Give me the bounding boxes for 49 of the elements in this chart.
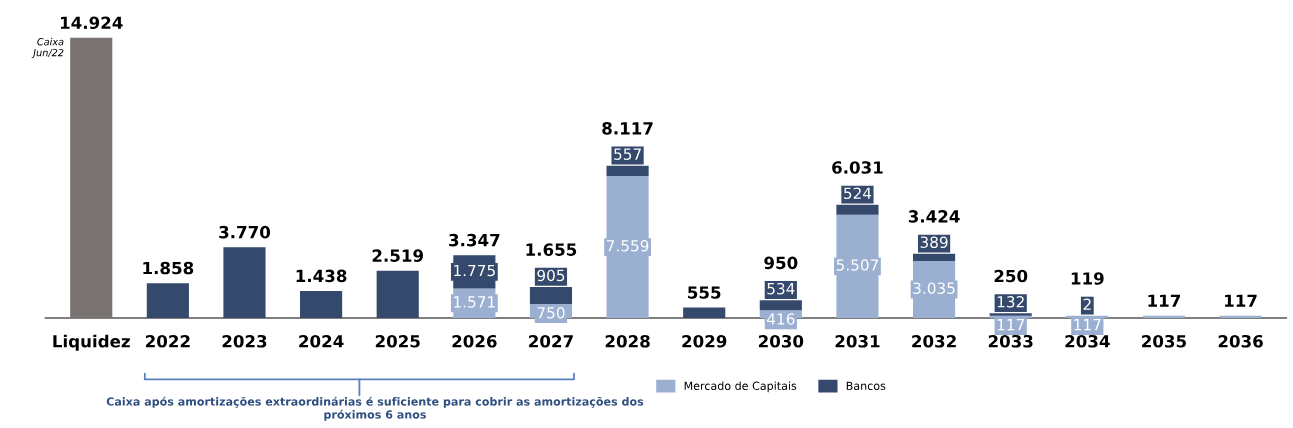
total-label: 6.031 — [832, 161, 883, 174]
x-tick-label: Liquidez — [53, 334, 130, 351]
data-label: 117 — [1074, 319, 1101, 331]
data-label: 7.559 — [606, 239, 649, 252]
x-tick-label: 2025 — [375, 334, 420, 348]
x-tick-label: 2036 — [1218, 334, 1263, 348]
data-label: 2 — [1083, 298, 1091, 310]
data-label: 3.035 — [913, 282, 955, 294]
x-tick-label: 2026 — [452, 334, 497, 348]
x-tick-label: 2034 — [1065, 334, 1110, 348]
total-label: 117 — [1148, 294, 1181, 307]
total-label: 117 — [1225, 294, 1257, 307]
data-label: 557 — [614, 148, 641, 160]
data-label: 132 — [997, 296, 1024, 308]
x-tick-label: 2028 — [605, 334, 650, 348]
text: Caixa após amortizações extraordinárias é suficiente para cobrir as amortizações dos próximos 6 anos — [106, 396, 644, 421]
data-label: 389 — [920, 236, 948, 248]
x-tick-label: 2035 — [1142, 334, 1186, 348]
x-tick-label: 2032 — [912, 334, 956, 348]
legend-label: Bancos — [846, 381, 886, 390]
data-label: 117 — [997, 319, 1024, 331]
x-tick-label: 2033 — [988, 334, 1033, 348]
total-label: 119 — [1071, 272, 1104, 285]
x-tick-label: 2023 — [222, 334, 267, 348]
x-tick-label: 2031 — [835, 334, 880, 348]
x-tick-label: 2022 — [145, 334, 190, 348]
total-label: 8.117 — [602, 122, 653, 135]
total-label: 250 — [994, 269, 1028, 283]
data-label: 5.507 — [836, 259, 879, 271]
total-label: 555 — [688, 286, 721, 299]
x-tick-label: 2029 — [682, 334, 727, 348]
total-label: 950 — [764, 256, 798, 270]
x-tick-label: 2030 — [758, 334, 804, 348]
total-label: 3.770 — [219, 225, 271, 239]
total-label: 3.424 — [908, 210, 960, 223]
total-label: 14.924 — [60, 16, 123, 30]
x-tick-label: 2024 — [299, 334, 344, 348]
x-tick-label: 2027 — [529, 334, 573, 348]
data-label: 1.775 — [454, 264, 495, 277]
total-label: 1.858 — [143, 261, 194, 275]
data-label: 534 — [767, 282, 795, 295]
total-label: 2.519 — [372, 249, 424, 262]
total-label: 1.655 — [526, 243, 577, 256]
annotation: Caixa Jun/22 — [31, 37, 64, 59]
legend-label: Mercado de Capitais — [684, 381, 797, 393]
total-label: 3.347 — [449, 233, 500, 247]
data-label: 524 — [844, 187, 872, 200]
data-label: 905 — [537, 269, 565, 282]
total-label: 1.438 — [296, 269, 347, 283]
